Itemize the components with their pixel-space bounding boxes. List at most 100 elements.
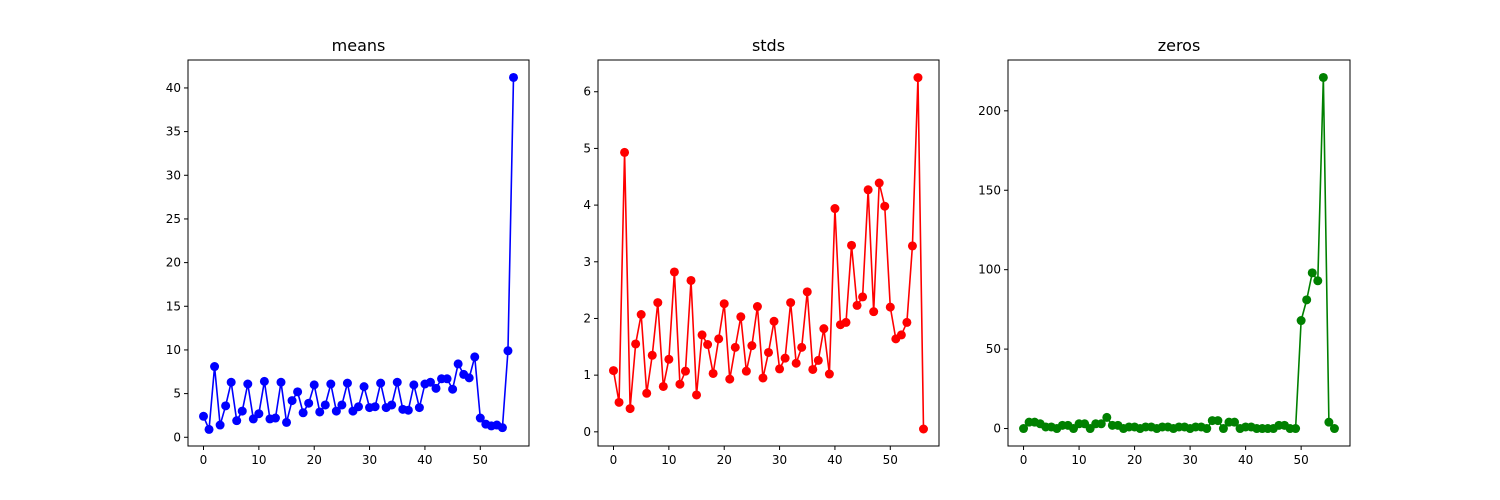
data-point [237,406,247,416]
y-tick-label: 0 [173,430,181,444]
data-point [1307,268,1317,278]
data-point [204,424,214,434]
data-point [609,366,618,376]
y-tick-label: 150 [978,183,1001,197]
data-point [714,334,724,344]
y-tick-label: 200 [978,104,1001,118]
data-point [880,201,890,211]
y-tick-label: 5 [173,387,181,401]
data-point [243,379,253,389]
data-point [276,377,286,387]
data-point [1218,424,1228,434]
data-point [819,324,829,334]
data-point [747,341,757,351]
y-tick-label: 1 [583,368,591,382]
subplot-stds: stds 0 10 20 30 40 50 0 1 2 3 4 5 6 [583,36,940,467]
subplot-title: stds [752,36,785,55]
x-tick-label: 20 [717,453,732,467]
y-tick-label: 25 [166,212,181,226]
data-point [725,374,735,384]
y-tick-label: 40 [166,81,181,95]
data-point [403,405,413,415]
subplot-title: means [332,36,386,55]
data-point [470,352,480,362]
data-point [215,420,225,430]
data-point [636,310,646,319]
axes-frame [597,59,940,447]
data-point [221,401,231,411]
data-point [769,316,779,326]
data-point [293,387,303,397]
data-point [1296,316,1306,326]
y-tick-label: 15 [166,299,181,313]
data-point [354,402,363,412]
x-tick-label: 30 [772,453,787,467]
data-point [509,72,518,82]
data-point [852,300,862,310]
data-point [680,366,690,376]
x-tick-label: 40 [1238,453,1253,467]
x-tick-label: 0 [610,453,618,467]
data-point [1102,412,1112,422]
data-point [686,275,696,285]
data-point [614,397,624,407]
y-tick-label: 6 [583,85,591,99]
data-point [270,413,280,423]
data-point [370,402,380,412]
y-tick-label: 30 [166,168,181,182]
data-point [431,383,441,393]
data-point [913,73,923,83]
data-point [232,416,242,426]
data-point [824,369,834,379]
data-point [780,353,790,363]
x-tick-label: 0 [200,453,208,467]
subplot-zeros: zeros 0 10 20 30 40 50 0 50 100 150 200 [978,36,1351,467]
data-point [692,390,702,400]
data-point [287,396,297,406]
data-point [1019,424,1029,434]
x-tick-label: 20 [1127,453,1142,467]
x-tick-label: 50 [883,453,898,467]
y-tick-label: 35 [166,125,181,139]
data-point [1318,72,1328,82]
data-point [902,317,912,327]
data-point [376,378,386,388]
data-point [658,381,668,391]
data-point [282,417,292,427]
x-tick-label: 50 [473,453,488,467]
x-tick-label: 30 [362,453,377,467]
data-point [741,366,751,376]
axes-frame [1007,59,1351,447]
data-point [448,384,458,394]
subplot-title: zeros [1158,36,1201,55]
data-point [464,373,474,383]
data-point [620,147,630,157]
data-point [387,400,397,410]
x-tick-label: 10 [1071,453,1086,467]
data-point [1213,416,1223,426]
y-tick-label: 2 [583,311,591,325]
data-point [841,317,851,327]
data-point [1202,424,1212,434]
y-tick-label: 50 [986,342,1001,356]
data-point [414,403,424,413]
data-point [708,368,718,378]
data-point [1291,424,1301,434]
data-point [497,423,507,433]
x-tick-label: 0 [1020,453,1028,467]
data-point [858,292,868,302]
data-point [885,302,895,312]
data-point [320,400,330,410]
y-tick-label: 100 [978,263,1001,277]
y-tick-label: 4 [583,198,591,212]
data-point [309,380,319,390]
data-point [1302,295,1312,305]
data-point [331,406,341,416]
data-point [697,330,707,340]
data-point [869,307,879,317]
x-tick-label: 30 [1182,453,1197,467]
data-point [669,267,679,277]
x-tick-label: 40 [827,453,842,467]
y-tick-label: 10 [166,343,181,357]
